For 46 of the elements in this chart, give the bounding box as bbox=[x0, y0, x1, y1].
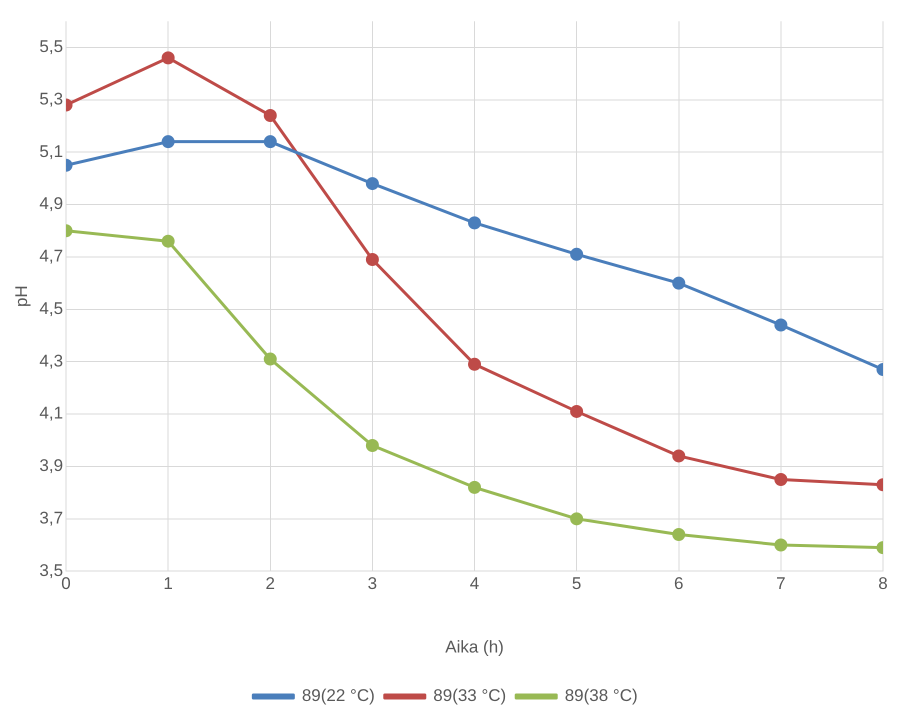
point bbox=[672, 276, 686, 290]
point bbox=[162, 234, 175, 248]
y-tick-label: 5,3 bbox=[39, 89, 64, 108]
point bbox=[570, 512, 584, 526]
y-tick-label: 4,5 bbox=[39, 298, 64, 318]
y-tick-label: 4,7 bbox=[39, 246, 64, 266]
legend-label: 89(38 °C) bbox=[564, 686, 638, 706]
x-tick-label: 0 bbox=[61, 574, 71, 594]
x-tick-label: 1 bbox=[163, 574, 173, 594]
y-tick-label: 5,5 bbox=[39, 37, 64, 56]
x-tick-label: 6 bbox=[674, 574, 684, 594]
point bbox=[672, 528, 686, 542]
x-tick-label: 5 bbox=[572, 574, 582, 594]
x-tick-label: 4 bbox=[470, 574, 480, 594]
x-axis-title: Aika (h) bbox=[445, 637, 504, 656]
point bbox=[264, 352, 277, 366]
point bbox=[162, 51, 175, 64]
point bbox=[264, 135, 277, 148]
point bbox=[570, 248, 584, 261]
legend-label: 89(22 °C) bbox=[302, 686, 375, 706]
y-tick-label: 4,1 bbox=[39, 404, 64, 423]
point bbox=[672, 449, 686, 462]
point bbox=[774, 318, 788, 332]
point bbox=[366, 177, 379, 190]
point bbox=[162, 135, 175, 148]
y-tick-label: 3,9 bbox=[39, 456, 64, 476]
legend-label: 89(33 °C) bbox=[433, 686, 506, 706]
y-tick-label: 3,7 bbox=[39, 508, 64, 528]
point bbox=[774, 538, 788, 552]
x-tick-label: 2 bbox=[266, 574, 276, 594]
y-axis-title: pH bbox=[12, 285, 31, 308]
point bbox=[366, 438, 379, 452]
point bbox=[468, 358, 482, 371]
point bbox=[366, 253, 379, 266]
x-tick-label: 8 bbox=[878, 574, 888, 594]
point bbox=[468, 216, 482, 230]
y-tick-label: 4,9 bbox=[39, 194, 64, 214]
point bbox=[774, 473, 788, 486]
point bbox=[468, 480, 482, 494]
y-tick-label: 3,5 bbox=[39, 560, 64, 580]
x-tick-label: 7 bbox=[776, 574, 786, 594]
x-tick-label: 3 bbox=[368, 574, 378, 594]
point bbox=[570, 404, 584, 418]
y-tick-label: 4,3 bbox=[39, 351, 64, 370]
y-tick-label: 5,1 bbox=[39, 142, 64, 161]
point bbox=[264, 108, 277, 122]
